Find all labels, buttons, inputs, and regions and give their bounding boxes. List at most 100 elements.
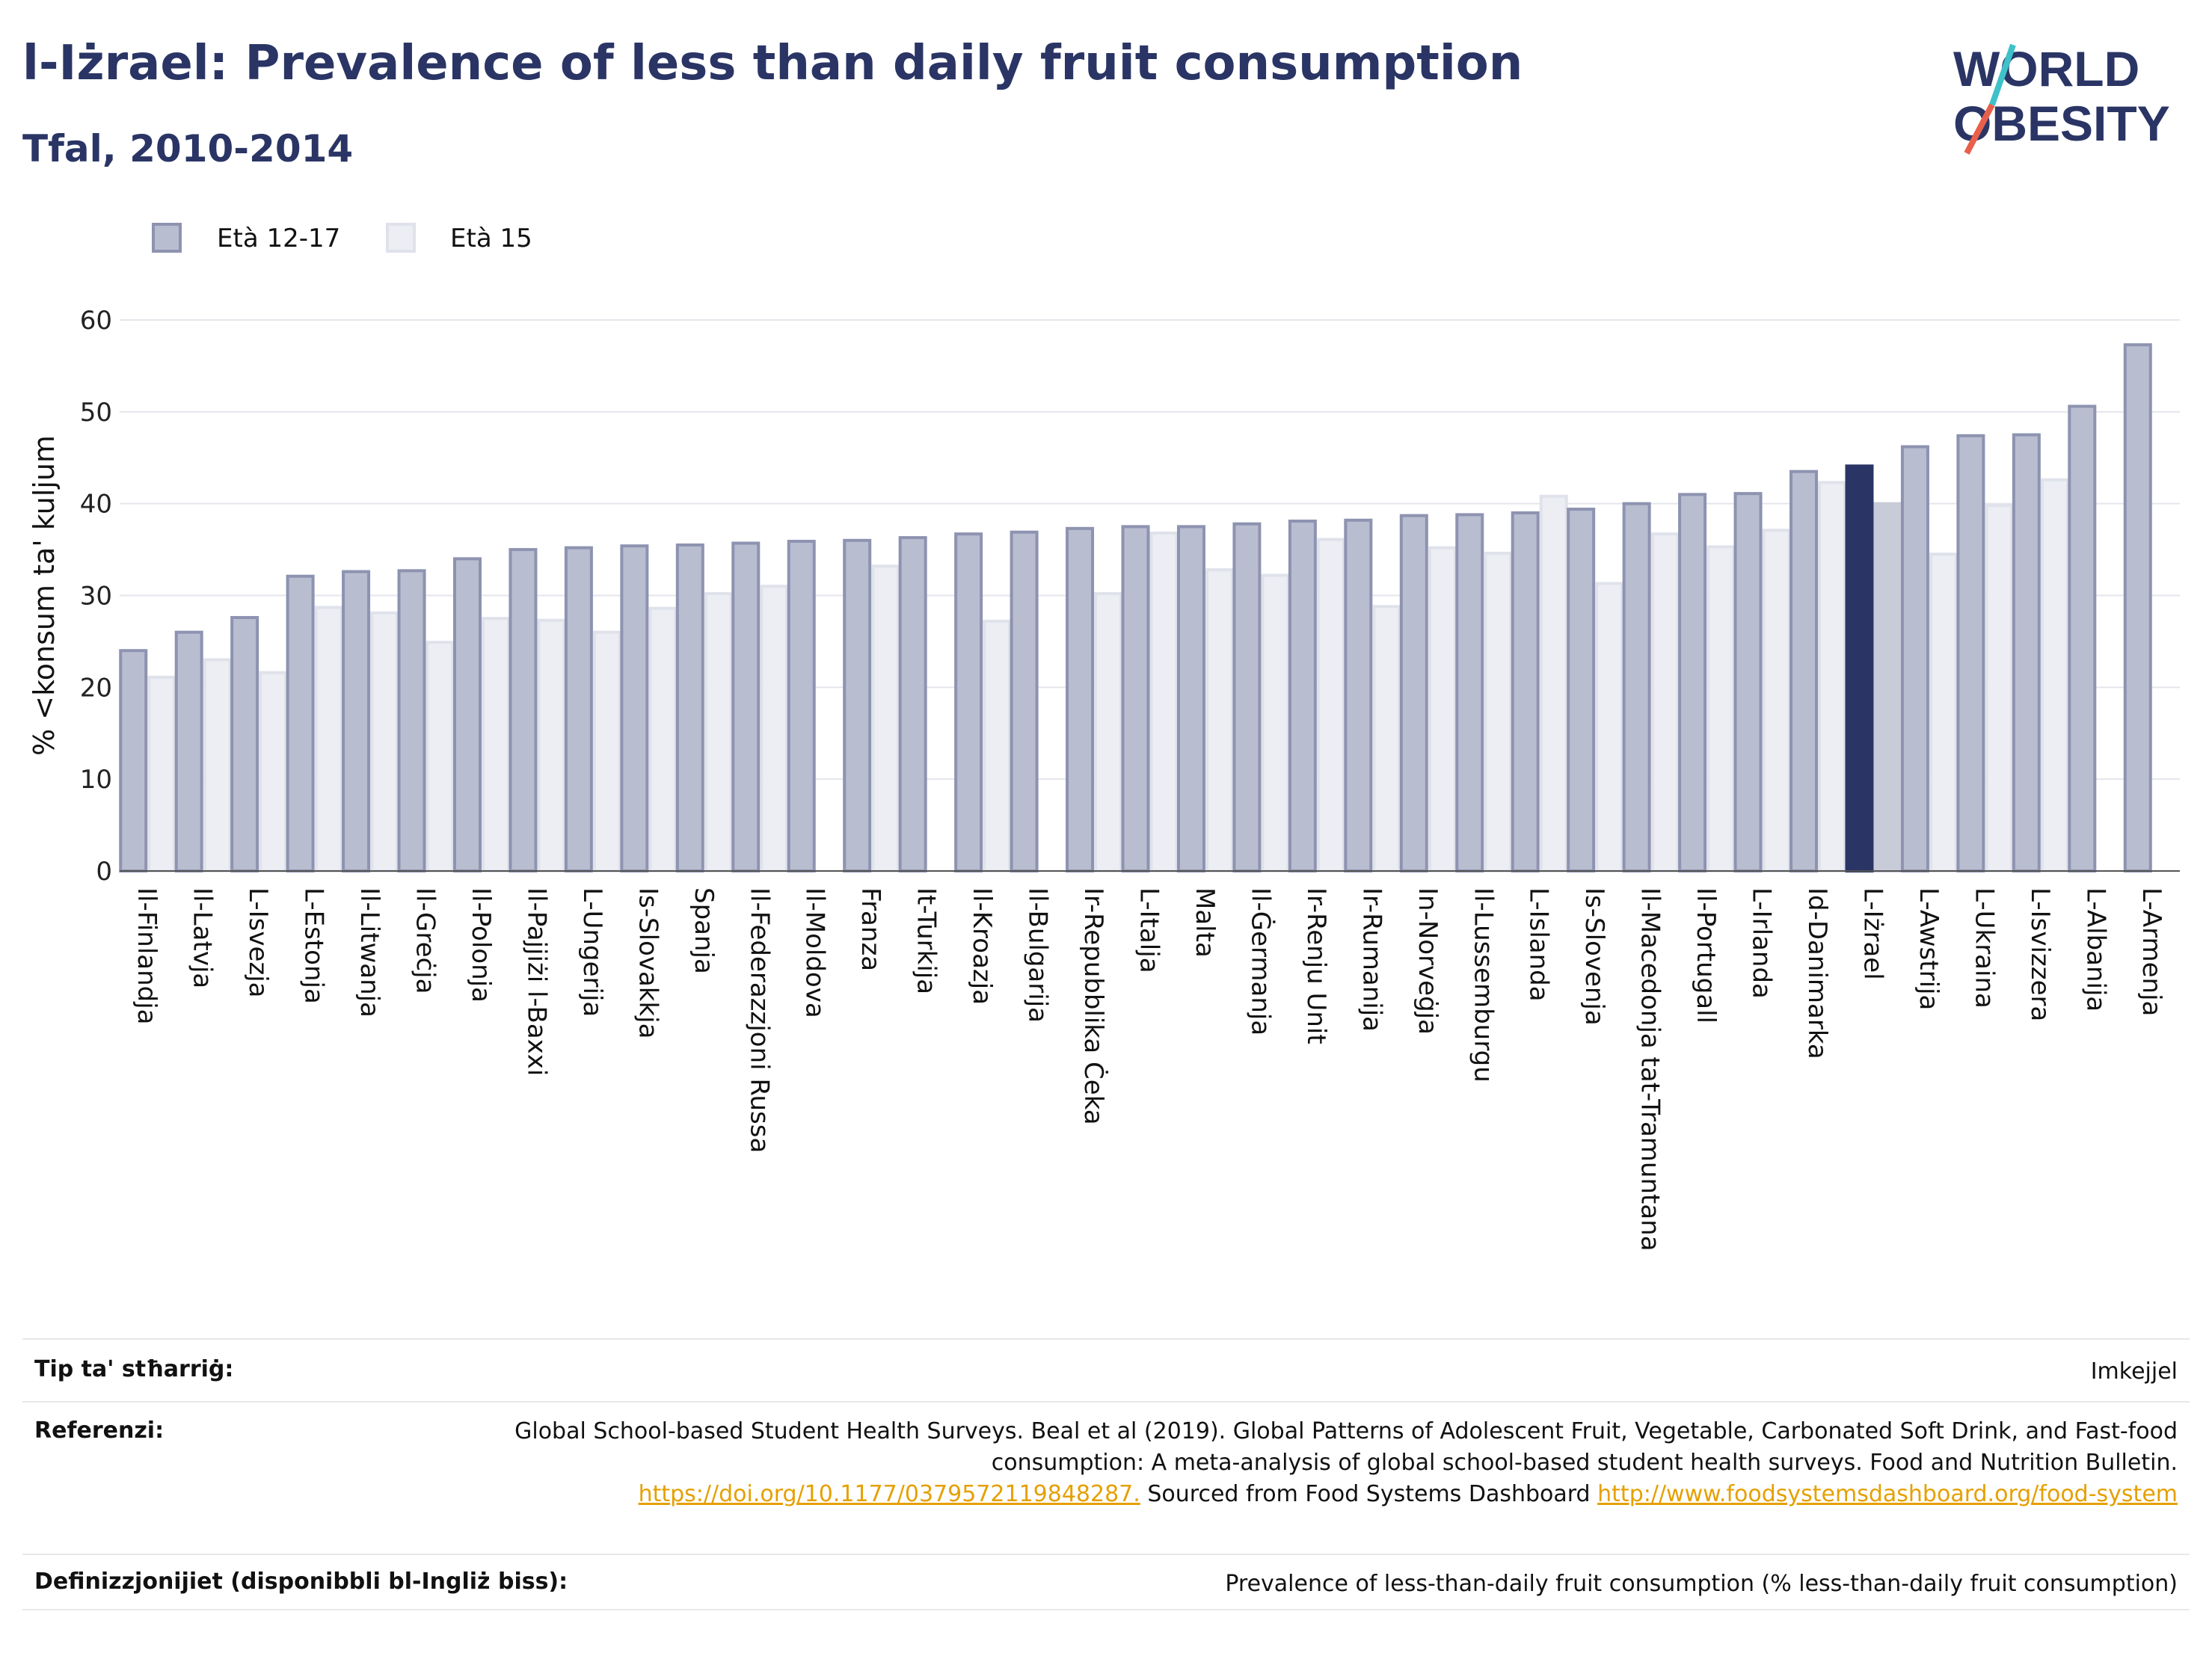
x-tick-label: Il-Litwanja — [354, 887, 384, 1018]
x-tick-label: L-Isvezja — [243, 887, 273, 998]
x-tick-label: Ir-Renju Unit — [1301, 887, 1331, 1044]
bar-age-12-17 — [675, 543, 704, 872]
bar-age-15 — [983, 619, 1012, 872]
x-tick-label: Il-Kroazja — [967, 887, 997, 1005]
doi-link[interactable]: https://doi.org/10.1177/0379572119848287… — [638, 1481, 1140, 1507]
bar-age-12-17 — [731, 541, 761, 872]
y-tick-label: 40 — [80, 490, 112, 520]
bar-age-12-17 — [1176, 525, 1205, 872]
bar-age-12-17 — [898, 536, 927, 872]
y-tick-label: 50 — [80, 398, 112, 428]
bar-age-15 — [481, 617, 510, 872]
bar-age-12-17 — [1344, 518, 1373, 872]
definitions-row: Definizzjonijiet (disponibbli bl-Ingliż … — [22, 1554, 2190, 1610]
y-tick-label: 0 — [96, 857, 112, 887]
info-table: Tip ta' stħarriġ: Imkejjel Referenzi: Gl… — [22, 1338, 2190, 1610]
logo-line2: OBESITY — [1953, 96, 2170, 151]
bar-age-15 — [1205, 568, 1234, 872]
bar-age-12-17 — [843, 538, 872, 872]
x-tick-label: It-Turkija — [912, 887, 941, 994]
bar-age-12-17 — [452, 557, 482, 872]
x-tick-label: L-Estonja — [299, 887, 329, 1004]
bar-age-12-17 — [1733, 492, 1763, 872]
y-tick-label: 60 — [80, 306, 112, 336]
bar-age-15 — [314, 606, 343, 872]
bar-age-12-17 — [1066, 526, 1095, 872]
bar-age-12-17 — [564, 546, 593, 872]
legend-swatch-age-15 — [386, 223, 416, 253]
bar-age-12-17 — [1567, 508, 1596, 872]
survey-type-label: Tip ta' stħarriġ: — [34, 1356, 234, 1382]
x-tick-label: L-Isvizzera — [2025, 887, 2055, 1021]
definitions-label: Definizzjonijiet (disponibbli bl-Ingliż … — [34, 1569, 568, 1595]
x-tick-label: Ir-Repubblika Ċeka — [1078, 887, 1109, 1125]
bar-age-12-17 — [1288, 520, 1317, 872]
references-label: Referenzi: — [34, 1418, 165, 1444]
x-tick-label: Id-Danimarka — [1802, 887, 1832, 1059]
logo-slash-red — [1964, 103, 1995, 155]
x-tick-label: Spanja — [689, 887, 719, 974]
bar-age-15 — [147, 675, 176, 872]
bar-age-15 — [259, 671, 288, 872]
logo-line1: WORLD — [1953, 41, 2139, 96]
bar-age-15 — [203, 658, 232, 872]
bar-age-12-17 — [286, 574, 315, 872]
references-value: Global School-based Student Health Surve… — [503, 1416, 2178, 1510]
bar-age-15 — [1595, 582, 1624, 872]
bar-age-15 — [2040, 478, 2069, 873]
bar-age-15 — [1706, 545, 1736, 872]
x-tick-label: L-Armenja — [2136, 887, 2166, 1016]
legend-label-age-15: Età 15 — [450, 224, 532, 253]
bar-age-12-17 — [1678, 493, 1707, 872]
bar-age-15 — [1428, 546, 1457, 872]
bar-age-15 — [1261, 573, 1290, 872]
bar-age-15 — [1149, 531, 1179, 872]
bar-age-12-17 — [2068, 404, 2097, 873]
bar-age-15 — [648, 606, 678, 872]
bar-age-12-17 — [119, 649, 148, 872]
bar-age-12-17 — [1845, 464, 1874, 872]
bar-age-15 — [537, 618, 566, 872]
x-tick-label: Il-Federazzjoni Russa — [744, 887, 774, 1153]
reference-text-2: Sourced from Food Systems Dashboard — [1147, 1481, 1591, 1507]
bar-age-15 — [871, 564, 900, 872]
bar-age-12-17 — [2012, 433, 2041, 872]
world-obesity-logo: WORLD OBESITY — [1944, 30, 2191, 164]
x-tick-label: Il-Lussemburgu — [1468, 887, 1498, 1083]
bar-age-12-17 — [1399, 514, 1428, 872]
bar-age-12-17 — [174, 630, 203, 873]
chart-title: l-Iżrael: Prevalence of less than daily … — [22, 36, 1523, 91]
bar-age-15 — [1929, 552, 1958, 872]
bar-age-12-17 — [342, 570, 371, 872]
x-tick-label: Il-Pajjiżi l-Baxxi — [521, 887, 551, 1076]
x-tick-label: Franza — [855, 887, 885, 971]
x-tick-label: L-Ungerija — [577, 887, 607, 1017]
bar-age-15 — [1539, 494, 1568, 872]
bar-age-15 — [1762, 529, 1791, 872]
bar-age-12-17 — [509, 548, 538, 872]
bar-age-12-17 — [620, 544, 649, 872]
bar-age-15 — [1372, 605, 1401, 872]
bar-age-12-17 — [1010, 530, 1039, 872]
x-tick-label: L-Albanija — [2080, 887, 2110, 1012]
reference-text-1: Global School-based Student Health Surve… — [514, 1418, 2178, 1476]
bar-age-12-17 — [954, 532, 983, 872]
x-tick-label: L-Awstrija — [1914, 887, 1944, 1010]
chart-subtitle: Tfal, 2010-2014 — [22, 127, 354, 170]
bar-age-12-17 — [1455, 513, 1484, 872]
x-tick-label: L-Ukraina — [1969, 887, 1999, 1009]
x-tick-label: Il-Latvja — [188, 887, 218, 988]
x-tick-label: Il-Ġermanja — [1245, 887, 1276, 1035]
bar-age-15 — [760, 585, 789, 872]
food-systems-link[interactable]: http://www.foodsystemsdashboard.org/food… — [1597, 1481, 2178, 1507]
x-tick-label: Is-Slovakkja — [633, 887, 663, 1038]
x-tick-label: Ir-Rumanija — [1357, 887, 1386, 1032]
legend-swatch-age-12-17 — [152, 223, 182, 253]
bar-age-12-17 — [397, 569, 426, 872]
chart-area: 0 10 20 30 40 50 60 % <konsum ta' kuljum Il-Finl… — [0, 194, 2212, 1331]
x-tick-label: In-Norveġja — [1413, 887, 1443, 1035]
bar-age-15 — [1316, 538, 1345, 872]
x-tick-label: Il-Greċja — [411, 887, 440, 994]
x-tick-label: Il-Polonja — [466, 887, 496, 1003]
bar-age-15 — [592, 630, 621, 873]
